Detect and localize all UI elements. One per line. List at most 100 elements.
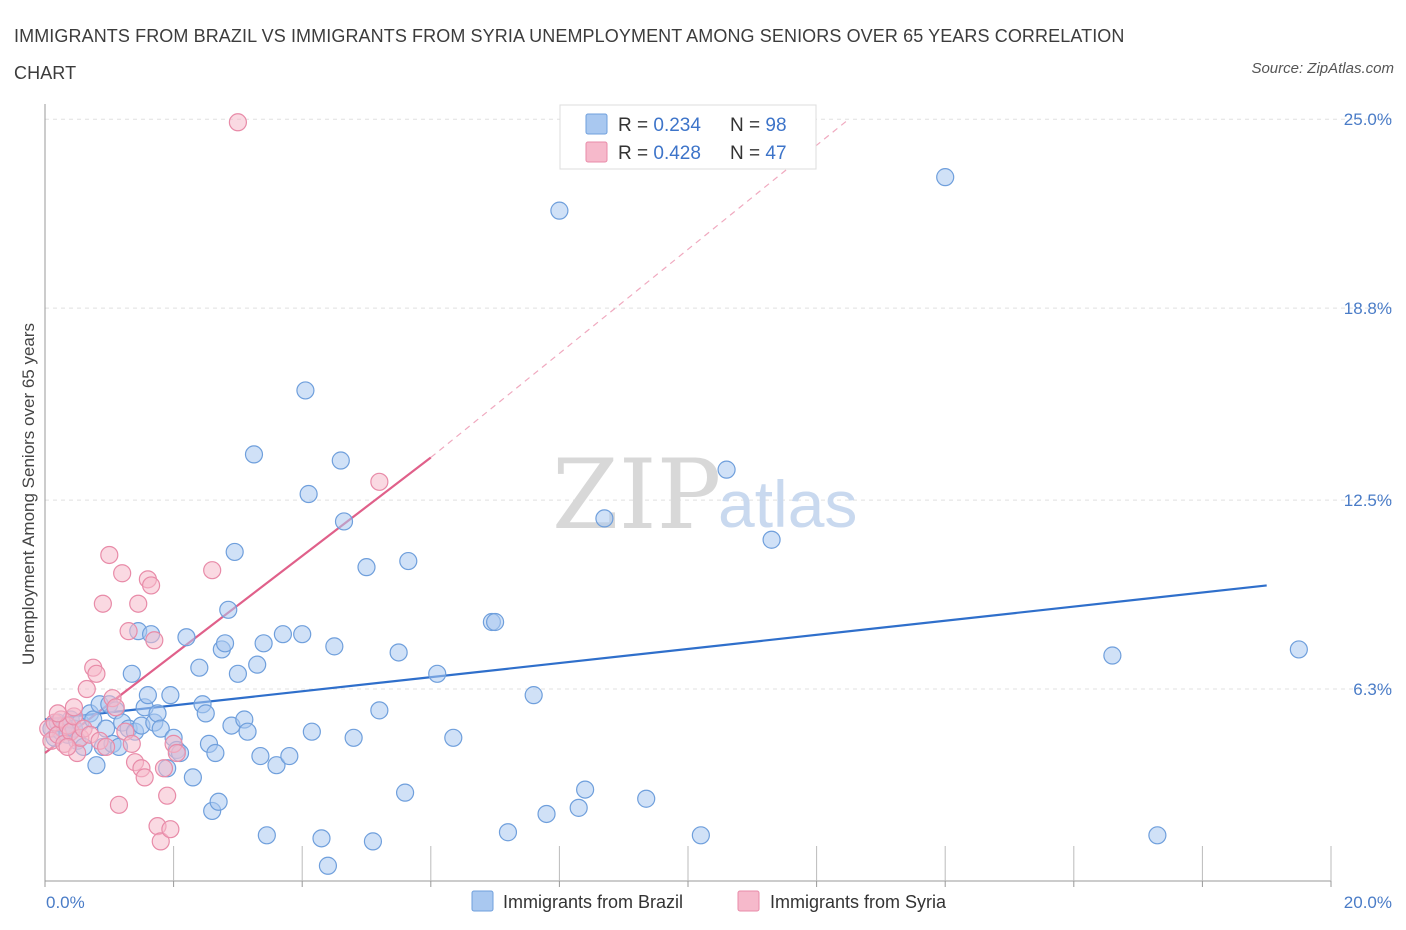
legend-row-brazil-n: N = 98 [730,115,787,136]
brazil-point [122,664,141,683]
brazil-point [331,451,350,470]
syria-point [129,594,148,613]
brazil-point [296,381,315,400]
syria-point [106,698,125,717]
brazil-point [190,658,209,677]
watermark-zip: ZIP [552,439,721,551]
syria-point [203,561,222,580]
syria-point [154,759,174,778]
brazil-point [637,789,656,808]
brazil-point [87,756,106,775]
legend-row-syria-n: N = 47 [730,143,787,164]
x-tick-max: 20.0% [1344,893,1392,912]
source-label: Source: ZipAtlas.com [1251,60,1394,77]
bottom-legend-swatch-brazil [471,890,494,912]
legend-n-label: N = [730,115,765,136]
brazil-point [228,664,247,683]
y-axis-title: Unemployment Among Seniors over 65 years [19,323,38,665]
brazil-point [280,746,299,766]
y-tick-labels: 6.3% 12.5% 18.8% 25.0% [1344,110,1392,699]
brazil-point [238,722,257,741]
syria-point [109,795,129,814]
brazil-point [389,643,408,662]
brazil-point [936,168,955,187]
brazil-point [357,558,376,577]
syria-point [93,594,112,613]
brazil-point [595,509,614,528]
syria-point [113,564,132,583]
x-tick-min: 0.0% [46,893,85,912]
legend-r-value: 0.234 [653,115,701,136]
brazil-point [312,829,331,848]
syria-point [158,786,177,805]
brazil-point [344,728,363,747]
top-legend: R = 0.234 N = 98 R = 0.428 N = 47 [559,104,817,170]
brazil-point [524,686,543,705]
watermark-atlas: atlas [718,467,857,541]
y-tick-label: 25.0% [1344,110,1392,129]
legend-swatch-syria [585,141,608,163]
brazil-point [206,743,225,763]
brazil-point [151,719,170,738]
brazil-point [209,792,228,811]
bottom-legend-syria: Immigrants from Syria [770,892,947,912]
legend-r-label: R = [618,143,653,164]
legend-row-brazil: R = 0.234 [618,115,701,136]
brazil-point [370,701,389,720]
brazil-point [219,600,238,619]
syria-point [167,743,186,763]
y-tick-label: 12.5% [1344,491,1392,510]
grid-lines [45,118,1392,690]
brazil-point [273,625,293,644]
syria-point [141,576,161,595]
brazil-point [244,445,264,464]
y-tick-label: 6.3% [1353,680,1392,699]
syria-point [119,622,138,641]
syria-point [228,113,247,132]
brazil-point [395,783,415,802]
brazil-point [717,460,736,479]
brazil-point [325,637,344,656]
brazil-point [498,823,518,842]
syria-point [122,734,141,753]
brazil-point [576,780,595,799]
brazil-point [1103,646,1122,665]
trend-lines [44,118,1267,754]
brazil-point [691,826,710,845]
bottom-legend: Immigrants from Brazil Immigrants from S… [471,890,947,912]
brazil-point [225,542,244,562]
brazil-point [444,728,463,747]
brazil-point [177,628,196,647]
brazil-point [148,704,167,723]
syria-point [96,737,116,757]
syria-point [135,768,154,787]
syria-point [48,704,67,723]
brazil-point [334,512,354,531]
axes [44,104,1332,887]
y-tick-label: 18.8% [1344,299,1392,318]
syria-point [100,545,119,565]
brazil-point [302,722,321,741]
brazil-point [1148,826,1167,845]
brazil-point [183,768,202,787]
legend-n-label: N = [730,143,765,164]
legend-r-label: R = [618,115,653,136]
brazil-point [569,798,588,817]
brazil-point [267,756,286,775]
bottom-legend-swatch-syria [737,890,760,912]
brazil-point [1289,640,1308,659]
brazil-point [196,704,215,723]
syria-point [58,737,77,757]
brazil-point [318,856,338,875]
syria-point [64,698,84,717]
brazil-point [363,832,383,851]
brazil-trend-line [44,584,1267,721]
data-points [39,113,1308,875]
syria-point [77,679,96,699]
brazil-point [550,201,569,220]
brazil-point [254,634,273,653]
brazil-point [248,655,267,674]
syria-point [370,472,389,491]
brazil-point [299,484,318,504]
